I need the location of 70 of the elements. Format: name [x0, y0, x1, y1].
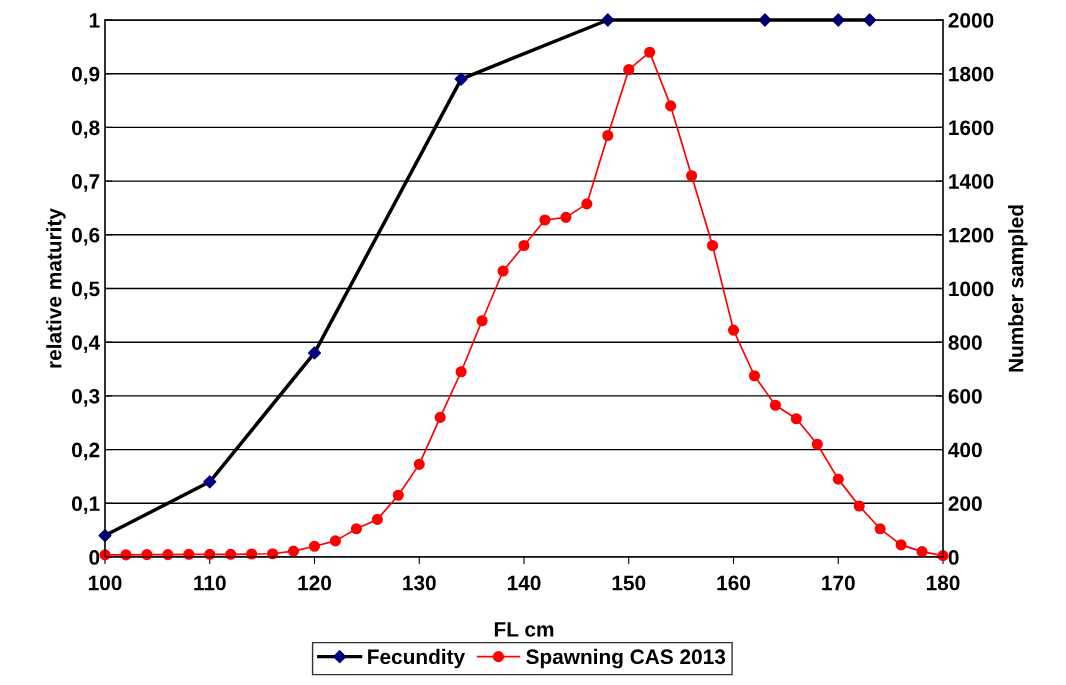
y2-tick-label: 1200	[949, 227, 994, 243]
point	[602, 129, 614, 142]
y2-tick-label: 1600	[949, 120, 994, 136]
point	[644, 46, 656, 58]
y-tick-label: 0,1	[72, 496, 100, 515]
point	[706, 239, 719, 252]
y2-tick-label: 800	[948, 335, 982, 350]
legend-label: Spawning CAS 2013	[526, 648, 726, 669]
point	[727, 324, 740, 336]
point	[434, 411, 446, 423]
point	[371, 513, 383, 525]
y2-tick-label: 200	[948, 496, 982, 512]
point	[287, 545, 300, 557]
x-tick-label: 140	[507, 575, 541, 591]
point	[916, 546, 928, 558]
x-tick-label: 160	[717, 575, 751, 591]
y-tick-label: 0,8	[72, 120, 100, 139]
point	[308, 540, 321, 552]
y-tick-label: 0,4	[72, 335, 101, 353]
x-tick-label: 180	[926, 575, 960, 591]
point	[581, 198, 593, 210]
point	[560, 211, 572, 223]
point	[665, 100, 677, 112]
y-tick-label: 0,9	[72, 66, 100, 85]
point	[307, 346, 322, 360]
point	[853, 500, 865, 512]
y2-tick-label: 600	[948, 388, 982, 404]
y-tick-label: 0,6	[72, 227, 100, 246]
y-axis-title: relative maturity	[46, 208, 66, 368]
x-tick-label: 100	[88, 575, 122, 591]
point	[454, 72, 468, 86]
point	[748, 370, 761, 382]
point	[203, 475, 217, 489]
x-tick-label: 170	[822, 575, 855, 591]
point	[455, 366, 467, 378]
y-tick-label: 0,7	[72, 174, 100, 192]
y-tick-label: 1	[89, 13, 100, 28]
x-tick-label: 120	[298, 575, 332, 591]
point	[539, 214, 551, 226]
y-tick-label: 0,3	[72, 388, 100, 407]
y-tick-label: 0,2	[72, 442, 100, 461]
point	[413, 458, 425, 470]
point	[518, 239, 530, 252]
y2-tick-label: 1000	[949, 281, 994, 297]
y-tick-label: 0	[89, 550, 100, 565]
x-tick-label: 110	[194, 575, 226, 591]
x-tick-label: 150	[612, 575, 646, 591]
point	[350, 523, 362, 535]
point	[895, 539, 907, 551]
y2-tick-label: 400	[948, 442, 982, 458]
y2-tick-label: 0	[948, 550, 959, 565]
x-axis-title: FL cm	[494, 622, 554, 637]
point	[497, 265, 509, 277]
point	[329, 535, 342, 547]
y2-tick-label: 2000	[948, 13, 994, 28]
y2-tick-label: 1400	[949, 174, 994, 189]
point	[874, 523, 886, 535]
x-tick-label: 130	[403, 575, 436, 591]
y-tick-label: 0,5	[72, 281, 100, 300]
point	[623, 64, 635, 76]
y2-axis-title: Number sampled	[1008, 205, 1028, 372]
point	[790, 413, 802, 425]
point	[811, 438, 823, 450]
legend-label: Fecundity	[368, 648, 466, 669]
point	[392, 489, 404, 501]
point	[476, 315, 488, 327]
point	[686, 170, 698, 182]
point	[832, 473, 844, 485]
y2-tick-label: 1800	[949, 66, 994, 82]
point	[769, 399, 781, 411]
